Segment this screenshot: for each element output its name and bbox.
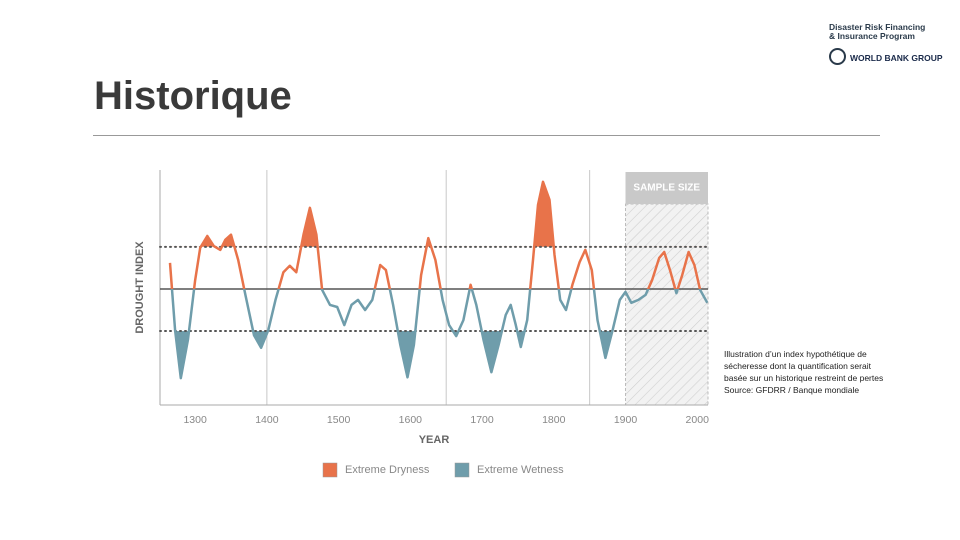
- caption-line: Illustration d’un index hypothétique de: [724, 349, 867, 359]
- logo-org: WORLD BANK GROUP: [850, 53, 943, 63]
- x-tick-label: 1300: [183, 414, 207, 426]
- legend-swatch: [454, 462, 470, 478]
- legend-swatch: [322, 462, 338, 478]
- sample-header: [625, 172, 708, 204]
- logo-text: Disaster Risk Financing: [829, 22, 926, 32]
- x-tick-label: 1900: [614, 414, 638, 426]
- logo-text: & Insurance Program: [829, 31, 915, 41]
- x-axis-label: YEAR: [419, 434, 450, 446]
- caption-line: Source: GFDRR / Banque mondiale: [724, 385, 860, 395]
- y-axis-label: DROUGHT INDEX: [134, 241, 146, 334]
- x-tick-label: 1600: [399, 414, 423, 426]
- caption-line: sécheresse dont la quantification serait: [724, 361, 871, 371]
- legend-label: Extreme Wetness: [477, 464, 564, 476]
- sample-label: SAMPLE SIZE: [633, 183, 700, 194]
- sample-region: [625, 203, 709, 406]
- x-tick-label: 1400: [255, 414, 279, 426]
- x-tick-label: 1500: [327, 414, 351, 426]
- title-rule: [93, 135, 880, 136]
- x-tick-label: 1800: [542, 414, 566, 426]
- legend-label: Extreme Dryness: [345, 464, 430, 476]
- caption: Illustration d’un index hypothétique de s…: [724, 348, 883, 396]
- caption-line: basée sur un historique restreint de per…: [724, 373, 884, 383]
- line-below: [170, 288, 708, 380]
- x-tick-label: 2000: [686, 414, 710, 426]
- x-tick-label: 1700: [470, 414, 494, 426]
- logo-globe: [829, 48, 846, 65]
- slide-title: Historique: [94, 74, 292, 118]
